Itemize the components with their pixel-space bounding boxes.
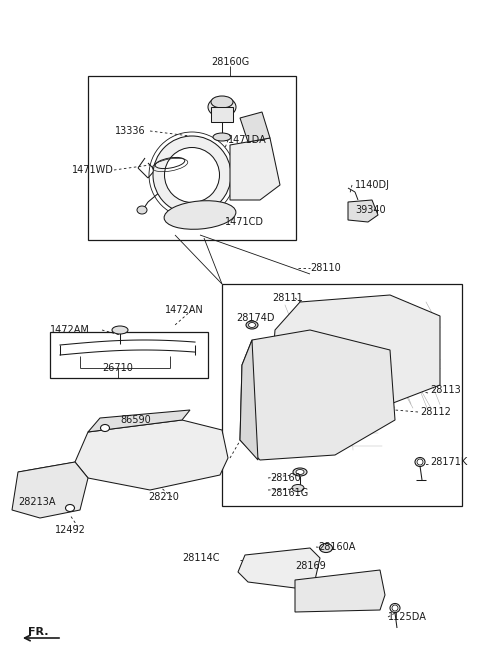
Text: FR.: FR. — [28, 627, 48, 637]
Text: 28111: 28111 — [272, 293, 303, 303]
Ellipse shape — [100, 424, 109, 432]
Ellipse shape — [165, 148, 219, 203]
Text: 1472AN: 1472AN — [165, 305, 204, 315]
Text: 28114C: 28114C — [182, 553, 219, 563]
Ellipse shape — [292, 485, 304, 491]
Polygon shape — [230, 138, 280, 200]
Ellipse shape — [415, 457, 425, 466]
Polygon shape — [240, 340, 258, 460]
Ellipse shape — [137, 206, 147, 214]
Polygon shape — [238, 548, 320, 588]
Polygon shape — [295, 570, 385, 612]
Ellipse shape — [417, 459, 423, 465]
Text: 86590: 86590 — [120, 415, 151, 425]
Text: 28160: 28160 — [270, 473, 301, 483]
Ellipse shape — [65, 504, 74, 512]
Text: 28171K: 28171K — [430, 457, 467, 467]
Text: 1471WD: 1471WD — [72, 165, 114, 175]
Text: 28174D: 28174D — [236, 313, 275, 323]
Ellipse shape — [112, 326, 128, 334]
Text: 39340: 39340 — [355, 205, 385, 215]
Ellipse shape — [211, 96, 233, 108]
Bar — [211, 107, 233, 122]
Text: 13336: 13336 — [115, 126, 146, 136]
Bar — [222, 284, 462, 506]
Text: 28210: 28210 — [148, 492, 179, 502]
Text: 28112: 28112 — [420, 407, 451, 417]
Polygon shape — [270, 295, 440, 415]
Polygon shape — [12, 462, 88, 518]
Text: 28113: 28113 — [430, 385, 461, 395]
Polygon shape — [75, 420, 228, 490]
Polygon shape — [88, 410, 190, 432]
Text: 28160A: 28160A — [318, 542, 355, 552]
Ellipse shape — [249, 323, 255, 327]
Ellipse shape — [293, 468, 307, 476]
Text: 28169: 28169 — [295, 561, 326, 571]
Text: 12492: 12492 — [55, 525, 86, 535]
Text: 26710: 26710 — [103, 363, 133, 373]
Polygon shape — [240, 112, 270, 142]
Ellipse shape — [390, 604, 400, 613]
Bar — [88, 76, 296, 240]
Ellipse shape — [164, 201, 236, 230]
Ellipse shape — [153, 136, 231, 214]
Text: 1472AM: 1472AM — [50, 325, 90, 335]
Ellipse shape — [296, 470, 304, 474]
Ellipse shape — [208, 97, 236, 117]
Text: 28213A: 28213A — [18, 497, 56, 507]
Ellipse shape — [246, 321, 258, 329]
Text: 28160G: 28160G — [211, 57, 249, 67]
Ellipse shape — [213, 133, 231, 141]
Polygon shape — [348, 200, 378, 222]
Text: 1471DA: 1471DA — [228, 135, 267, 145]
Text: 28110: 28110 — [310, 263, 341, 273]
Text: 1471CD: 1471CD — [225, 217, 264, 227]
Text: 28161G: 28161G — [270, 488, 308, 498]
Polygon shape — [240, 330, 395, 460]
Bar — [50, 332, 208, 378]
Ellipse shape — [320, 544, 333, 552]
Ellipse shape — [392, 605, 398, 611]
Text: 1125DA: 1125DA — [388, 612, 427, 622]
Text: 1140DJ: 1140DJ — [355, 180, 390, 190]
